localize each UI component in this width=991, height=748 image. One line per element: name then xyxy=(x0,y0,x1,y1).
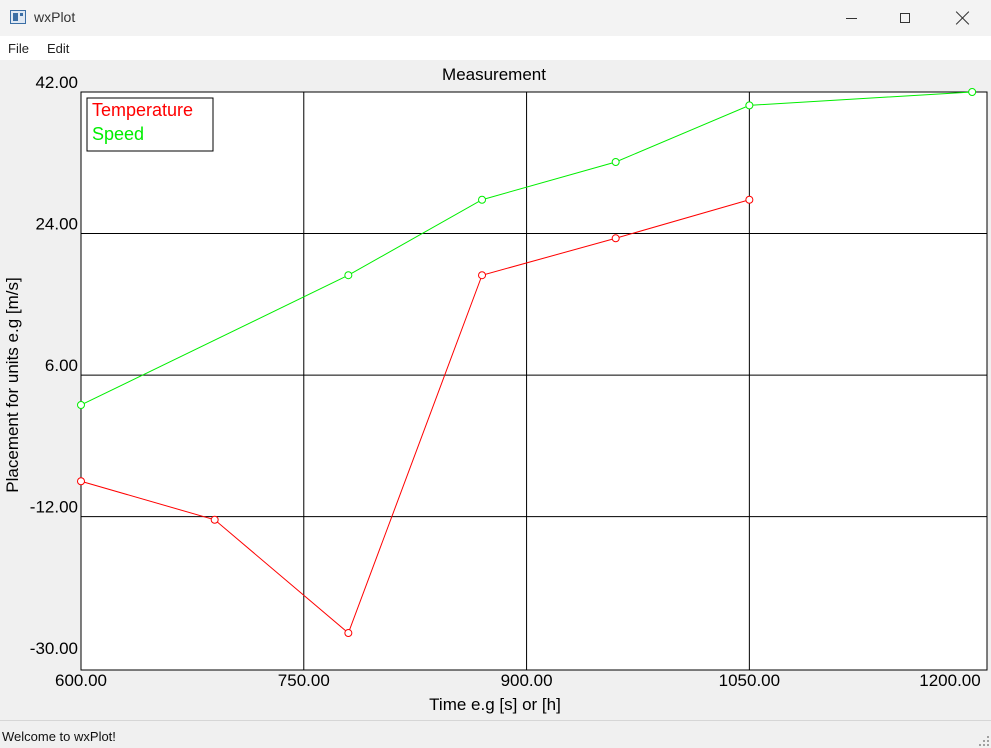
y-tick-label: 6.00 xyxy=(45,356,78,375)
menu-edit[interactable]: Edit xyxy=(47,41,70,56)
chart-title: Measurement xyxy=(442,65,546,84)
data-point-speed[interactable] xyxy=(968,88,977,96)
window-title: wxPlot xyxy=(34,9,76,25)
data-point-speed[interactable] xyxy=(478,195,487,204)
data-point-temperature[interactable] xyxy=(478,271,487,280)
legend-entry-speed: Speed xyxy=(92,124,144,144)
y-tick-label: 42.00 xyxy=(35,73,78,92)
data-point-speed[interactable] xyxy=(77,400,85,409)
status-bar: Welcome to wxPlot! xyxy=(0,720,991,748)
minimize-button[interactable] xyxy=(826,0,876,36)
series-line-temperature xyxy=(80,199,750,634)
title-bar: wxPlot xyxy=(0,0,991,36)
data-point-speed[interactable] xyxy=(344,271,353,280)
data-point-temperature[interactable] xyxy=(344,629,353,638)
x-tick-label: 600.00 xyxy=(55,671,107,690)
data-point-temperature[interactable] xyxy=(611,234,620,243)
data-point-temperature[interactable] xyxy=(210,515,219,524)
data-point-speed[interactable] xyxy=(745,101,754,110)
resize-grip-icon[interactable] xyxy=(979,736,989,746)
x-tick-label: 900.00 xyxy=(501,671,553,690)
y-tick-label: -12.00 xyxy=(30,498,78,517)
x-tick-label: 750.00 xyxy=(278,671,330,690)
close-button[interactable] xyxy=(938,0,988,36)
x-tick-label: 1050.00 xyxy=(719,671,780,690)
legend-entry-temperature: Temperature xyxy=(92,100,193,120)
x-tick-label: 1200.00 xyxy=(919,671,980,690)
menu-file[interactable]: File xyxy=(8,41,29,56)
y-tick-label: -30.00 xyxy=(30,639,78,658)
y-tick-label: 24.00 xyxy=(35,215,78,234)
minimize-icon xyxy=(845,17,857,19)
measurement-chart[interactable]: Measurement 42.00 24.00 6.00 -12.00 -30.00 600… xyxy=(0,60,991,720)
close-icon xyxy=(956,11,970,25)
maximize-button[interactable] xyxy=(880,0,930,36)
data-point-temperature[interactable] xyxy=(745,195,754,204)
x-axis-label: Time e.g [s] or [h] xyxy=(429,695,561,714)
series-line-speed xyxy=(80,91,973,406)
plot-background xyxy=(80,91,988,671)
data-point-temperature[interactable] xyxy=(77,477,85,486)
menu-bar: File Edit xyxy=(0,36,991,60)
app-icon xyxy=(10,10,26,24)
y-axis-label: Placement for units e.g [m/s] xyxy=(3,277,22,492)
maximize-icon xyxy=(900,13,910,23)
data-point-speed[interactable] xyxy=(611,157,620,166)
legend-box xyxy=(86,97,214,152)
plot-panel[interactable]: Measurement 42.00 24.00 6.00 -12.00 -30.00 600… xyxy=(0,60,991,720)
status-text: Welcome to wxPlot! xyxy=(2,729,116,744)
